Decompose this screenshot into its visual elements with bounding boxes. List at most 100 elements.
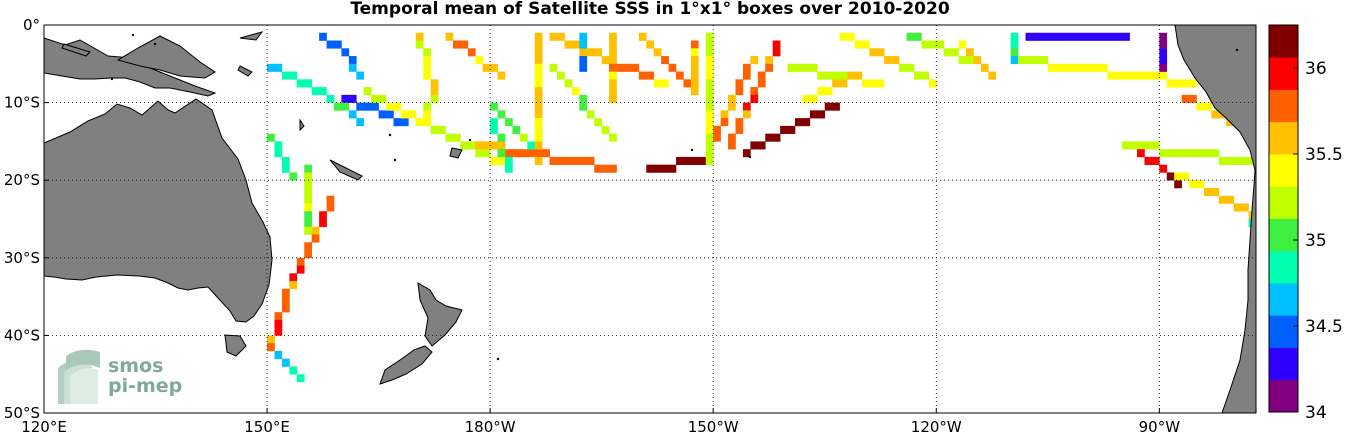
sss-cell [1256,157,1264,165]
sss-cell [742,149,751,158]
sss-cell [289,366,298,375]
sss-cell [772,133,781,142]
sss-cell [579,94,588,103]
sss-cell [1189,79,1197,88]
islet-dot [690,148,694,152]
sss-cell [348,110,357,119]
colorbar-block [1269,121,1298,155]
sss-cell [274,350,283,359]
sss-cell [936,40,945,49]
sss-cell [1122,32,1130,41]
sss-cell [1151,156,1160,165]
sss-cell [519,133,528,142]
sss-cell [497,71,506,80]
sss-cell [802,118,811,127]
sss-cell [1092,63,1101,72]
sss-cell [505,164,513,173]
sss-cell [1181,172,1190,181]
colorbar-block [1269,283,1298,316]
sss-cell [809,63,818,72]
colorbar-tick-label: 34 [1305,403,1327,423]
sss-cell [609,48,617,57]
sss-cell [304,79,312,88]
colorbar-ticks: 34 34.5 35 35.5 36 [1293,59,1343,423]
sss-cell [1233,203,1242,212]
sss-cell [601,56,610,65]
islet-dot [153,42,157,46]
sss-cell [363,87,372,96]
tasmania-land [224,334,247,357]
sss-cell [1099,32,1108,41]
sss-cell [505,156,513,165]
colorbar-frame [1268,24,1299,413]
sss-cell [579,63,588,72]
sss-cell [579,48,588,57]
sss-cell [571,156,580,165]
sss-cell [676,71,684,80]
map-frame [43,24,1257,414]
sss-cell [1107,71,1116,80]
sss-cell [289,273,298,282]
sss-cell [623,63,632,72]
sss-cell [1084,63,1093,72]
sss-cell [854,71,863,80]
sss-cell [534,87,543,96]
sss-cell [780,125,788,134]
sss-cell [400,110,409,119]
sss-cell [690,156,699,165]
sss-cell [475,149,483,158]
colorbar-block [1269,89,1298,123]
sss-cell [1159,63,1168,72]
sss-cell [1055,32,1063,41]
colorbar-block [1269,186,1298,219]
sss-cell [356,102,365,111]
sss-cell [713,133,721,142]
x-tick-label: 180°W [465,418,516,436]
sss-cell [690,40,699,49]
sss-cell [341,94,350,103]
sss-cell [1032,56,1041,65]
sss-cell [728,102,736,111]
sss-cell [876,79,885,88]
sss-cell [579,32,588,41]
sss-cell [304,180,312,189]
sss-cell [393,118,402,127]
sss-cell [534,56,543,65]
sss-cell [527,149,536,158]
sss-cell [847,71,855,80]
sss-cell [705,156,714,165]
sss-cell [609,71,617,80]
sss-cell [438,125,446,134]
sss-cell [430,79,439,88]
sss-cell [646,71,655,80]
sss-cell [958,56,967,65]
sss-cell [1203,102,1212,111]
sss-cell [1196,149,1205,158]
sss-cell [319,32,327,41]
sss-cell [423,118,431,127]
sss-cell [988,71,997,80]
sss-cell [646,164,655,173]
sss-cell [267,343,275,352]
sss-cell [1174,79,1182,88]
sss-cell [638,32,647,41]
y-axis-ticks: 0° 10°S 20°S 30°S 40°S 50°S [4,16,49,422]
sss-cell [579,156,588,165]
sss-cell [824,71,833,80]
islet-dot [468,138,472,142]
sss-cell [304,203,312,212]
sss-cell [750,94,759,103]
sss-cell [371,102,379,111]
sss-cell [1211,149,1220,158]
sss-cell [505,149,513,158]
sss-cell [966,48,974,57]
sss-cell [653,48,662,57]
sss-cell [1181,79,1190,88]
vanuatu-land [299,118,305,132]
sss-cell [906,32,915,41]
sss-cell [1092,32,1101,41]
sss-cell [690,79,699,88]
sss-cell [899,63,907,72]
sss-cell [1174,172,1182,181]
x-tick-label: 150°E [244,418,290,436]
